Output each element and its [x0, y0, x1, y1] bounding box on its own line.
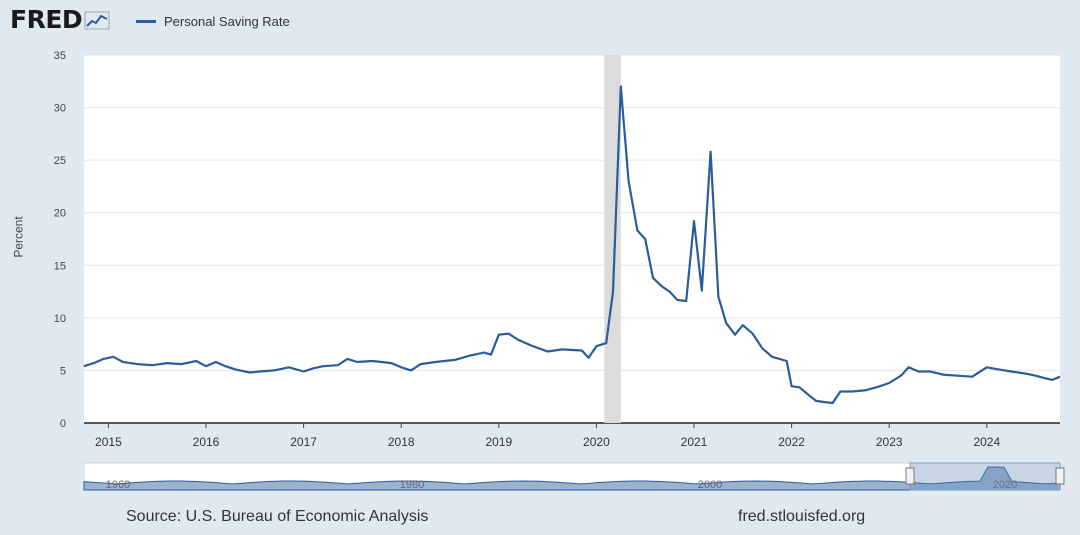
x-tick-label: 2024 [973, 435, 1000, 449]
site-url[interactable]: fred.stlouisfed.org [738, 508, 866, 525]
y-tick-label: 5 [60, 365, 66, 377]
x-tick-label: 2020 [583, 435, 610, 449]
y-tick-label: 0 [60, 418, 66, 430]
x-tick-label: 2018 [388, 435, 415, 449]
navigator-handle-right[interactable] [1055, 467, 1065, 485]
navigator-series-area [83, 466, 1061, 491]
fred-logo-text: FRED [10, 5, 83, 34]
y-tick-label: 25 [54, 155, 66, 167]
y-tick-label: 20 [54, 208, 66, 220]
x-tick-label: 2021 [681, 435, 708, 449]
navigator-label: 1960 [106, 479, 130, 491]
y-tick-label: 10 [54, 313, 66, 325]
navigator-label: 2000 [698, 479, 722, 491]
x-tick-label: 2023 [876, 435, 903, 449]
x-tick-label: 2022 [778, 435, 805, 449]
series-line-personal-saving-rate [83, 85, 1061, 405]
legend-label: Personal Saving Rate [164, 14, 290, 29]
navigator-selection[interactable] [909, 462, 1061, 491]
x-tick-label: 2017 [290, 435, 317, 449]
chart-svg: 0 5 10 15 20 25 30 35 2015 2016 2017 2018 2019 2020 2… [54, 50, 1065, 491]
fred-logo-chart-icon [84, 11, 110, 29]
recession-band [604, 55, 621, 423]
plot-background [84, 55, 1060, 423]
navigator-label: 1980 [400, 479, 424, 491]
y-tick-label: 30 [54, 103, 66, 115]
source-text: Source: U.S. Bureau of Economic Analysis [126, 508, 429, 525]
x-tick-label: 2016 [193, 435, 220, 449]
navigator-handle-left[interactable] [905, 467, 915, 485]
chart-legend: Personal Saving Rate [136, 14, 290, 29]
x-tick-label: 2015 [95, 435, 122, 449]
legend-swatch [136, 20, 156, 23]
y-tick-label: 15 [54, 260, 66, 272]
fred-logo: FRED [10, 5, 110, 34]
navigator-label: 2020 [993, 479, 1017, 491]
x-tick-label: 2019 [485, 435, 512, 449]
y-tick-label: 35 [54, 50, 66, 62]
